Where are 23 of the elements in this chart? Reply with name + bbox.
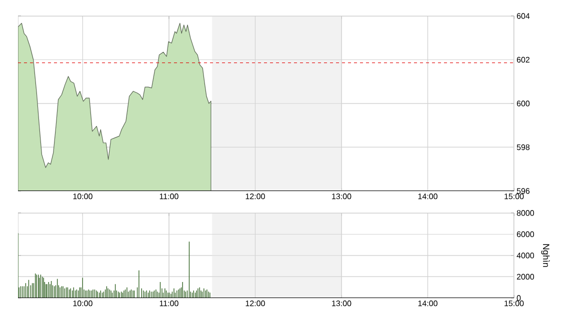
- y-tick-label: 8000: [516, 210, 534, 216]
- y-tick-label: 2000: [516, 274, 534, 280]
- x-tick-label: 11:00: [160, 194, 178, 200]
- x-tick-label: 13:00: [332, 300, 352, 306]
- x-tick-label: 11:00: [160, 300, 178, 306]
- y-tick-label: 596: [516, 188, 530, 194]
- x-tick-label: 14:00: [418, 194, 438, 200]
- x-tick-label: 10:00: [73, 300, 92, 306]
- x-tick-label: 14:00: [418, 300, 438, 306]
- x-tick-label: 15:00: [504, 194, 524, 200]
- x-tick-label: 10:00: [73, 194, 92, 200]
- y-tick-label: 598: [516, 144, 530, 150]
- y-axis-title: Nghìn: [541, 244, 550, 267]
- y-tick-label: 6000: [516, 231, 534, 238]
- x-tick-label: 12:00: [246, 300, 265, 306]
- x-tick-label: 12:00: [246, 194, 265, 200]
- y-tick-label: 600: [516, 100, 530, 106]
- y-tick-label: 0: [516, 295, 521, 301]
- x-tick-label: 15:00: [504, 300, 524, 306]
- y-tick-label: 604: [516, 13, 530, 19]
- x-tick-label: 13:00: [332, 194, 352, 200]
- y-tick-label: 4000: [516, 252, 534, 258]
- y-tick-label: 602: [516, 56, 530, 63]
